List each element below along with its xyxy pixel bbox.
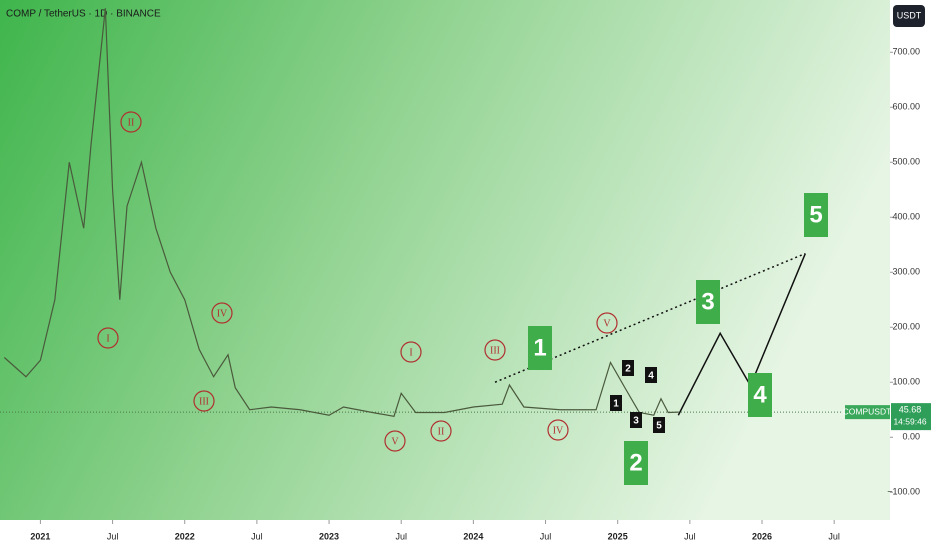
x-tick-label: Jul (395, 531, 407, 541)
sub-wave-label: 2 (625, 364, 631, 375)
sub-wave-label: 4 (648, 371, 654, 382)
y-tick-label: 400.00 (892, 212, 920, 222)
wave-circle (193, 390, 215, 412)
y-tick-label: −100.00 (887, 487, 920, 497)
wave-box-label: 2 (629, 449, 642, 476)
wave-circle-label: V (603, 318, 611, 329)
y-tick-label: 700.00 (892, 47, 920, 57)
sub-wave-label: 1 (613, 399, 619, 410)
x-tick-label: 2025 (608, 531, 628, 541)
wave-circle-label: II (438, 426, 445, 437)
wave-box-label: 5 (809, 201, 822, 228)
wave-box (624, 441, 648, 485)
sub-wave-label: 5 (656, 421, 662, 432)
x-tick-label: 2023 (319, 531, 339, 541)
price-line (3, 8, 679, 418)
y-tick-label: 300.00 (892, 267, 920, 277)
y-tick-label: 600.00 (892, 102, 920, 112)
wave-circle (596, 312, 618, 334)
wave-circle-label: III (199, 396, 209, 407)
symbol-tag (845, 405, 890, 420)
wave-circle (430, 420, 452, 442)
wave-circle-label: IV (553, 425, 564, 436)
x-tick-label: 2026 (752, 531, 772, 541)
x-tick-label: Jul (251, 531, 263, 541)
wave-box (804, 193, 828, 237)
sub-wave-box (610, 395, 622, 411)
wave-circle (484, 339, 506, 361)
x-tick-label: 2024 (463, 531, 483, 541)
chart-title: COMP / TetherUS · 1D · BINANCE (6, 9, 161, 20)
wave-circle-label: II (128, 117, 135, 128)
wave-box (748, 373, 772, 417)
wave-circle (547, 419, 569, 441)
wave-circle (120, 111, 142, 133)
y-tick-label: 100.00 (892, 377, 920, 387)
wave-circle-label: I (106, 333, 109, 344)
x-tick-label: Jul (107, 531, 119, 541)
wave-circle (211, 302, 233, 324)
x-tick-label: Jul (684, 531, 696, 541)
wave-box-label: 1 (533, 334, 546, 361)
x-tick-label: Jul (540, 531, 552, 541)
sub-wave-box (622, 360, 634, 376)
plot-background (0, 0, 890, 520)
price-tag-label: 45.68 (899, 405, 922, 415)
countdown-label: 14:59:46 (893, 416, 926, 426)
wave-box-label: 3 (701, 288, 714, 315)
x-tick-label: 2022 (175, 531, 195, 541)
x-tick-label: Jul (828, 531, 840, 541)
x-axis-panel (0, 520, 890, 550)
wave-box-label: 4 (753, 381, 767, 408)
y-tick-label: 500.00 (892, 157, 920, 167)
wave-circle-label: I (409, 347, 412, 358)
sub-wave-label: 3 (633, 416, 639, 427)
wave-circle-label: IV (217, 308, 228, 319)
wave-circle (400, 341, 422, 363)
wave-circle-label: III (490, 345, 500, 356)
currency-label[interactable]: USDT (897, 10, 922, 20)
wave-box (696, 280, 720, 324)
sub-wave-box (630, 412, 642, 428)
sub-wave-box (653, 417, 665, 433)
symbol-tag-label: COMPUSDT (843, 406, 892, 416)
price-tag (891, 403, 931, 431)
wave-circle (97, 327, 119, 349)
currency-button[interactable] (893, 5, 925, 27)
y-tick-label: 200.00 (892, 322, 920, 332)
wave-box (528, 326, 552, 370)
y-axis-panel (890, 0, 932, 550)
x-tick-label: 2021 (30, 531, 50, 541)
sub-wave-box (645, 367, 657, 383)
wave-circle-label: V (391, 436, 399, 447)
projection-line (677, 253, 807, 416)
y-tick-label: 0.00 (902, 432, 920, 442)
wave-circle (384, 430, 406, 452)
